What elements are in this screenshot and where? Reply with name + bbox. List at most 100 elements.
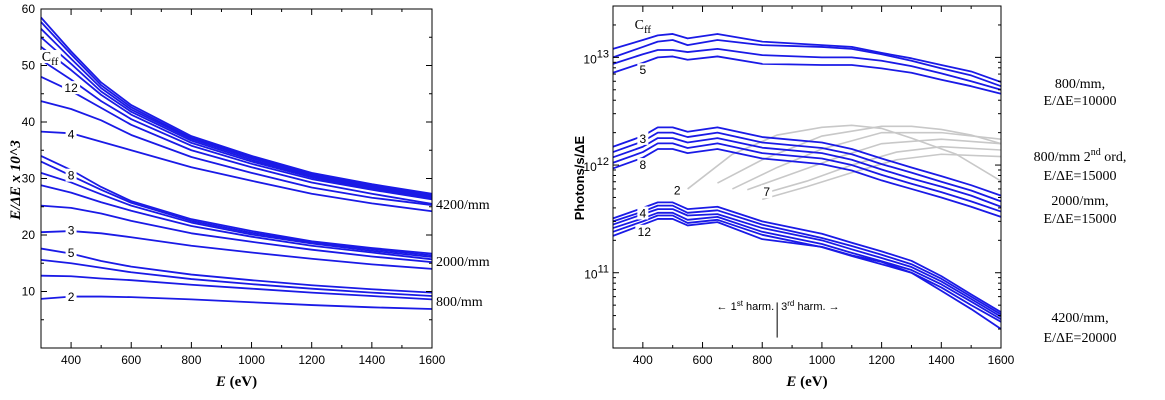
group-label-resolution: E/ΔE=20000 [1044, 331, 1117, 346]
series-line [40, 16, 433, 195]
series-line [612, 208, 1002, 318]
group-label: 800/mm, [1055, 77, 1105, 92]
x-tick-label: 400 [61, 353, 81, 367]
group-label-resolution: E/ΔE=10000 [1044, 94, 1117, 109]
x-tick-label: 1400 [928, 353, 955, 367]
series-line [40, 130, 433, 213]
plot-frame [612, 5, 1002, 349]
series-line [40, 21, 433, 196]
third-harmonic-label: 3rd harm. → [781, 299, 839, 313]
y-axis-label: Photons/s/ΔE [572, 135, 587, 220]
first-harmonic-label: ← 1st harm. [717, 299, 775, 313]
curve-label-bg [671, 183, 683, 197]
series-line [40, 28, 433, 197]
curve-label-bg [65, 223, 77, 237]
y-tick-label: 50 [22, 59, 36, 73]
x-tick-label: 1200 [868, 353, 895, 367]
series-line [40, 230, 433, 270]
group-label: 800/mm [436, 295, 483, 310]
series-line [40, 46, 433, 200]
series-group [612, 201, 1002, 330]
series-line [612, 126, 1002, 197]
series-group [40, 247, 433, 310]
series-line [612, 47, 1002, 91]
curve-label: 5 [68, 246, 75, 260]
group-label: 2000/mm, [1051, 194, 1108, 209]
y-tick-label: 1013 [583, 48, 609, 66]
x-tick-label: 1200 [298, 353, 325, 367]
x-axis-label: E (eV) [785, 374, 827, 390]
group-label: 4200/mm, [1051, 311, 1108, 326]
group-label: 800/mm 2nd ord, [1034, 147, 1127, 165]
series-group [40, 155, 433, 270]
series-line [612, 55, 1002, 95]
curve-label-bg [637, 158, 649, 172]
x-axis-label: E (eV) [215, 374, 257, 390]
second-order-line [717, 125, 1002, 184]
series-group [612, 126, 1002, 218]
series-line [612, 39, 1002, 88]
x-tick-label: 800 [752, 353, 772, 367]
y-tick-label: 40 [22, 115, 36, 129]
curve-label: 2 [674, 184, 681, 198]
curve-label: Cff [635, 18, 652, 36]
curve-label-bg [632, 17, 654, 31]
curve-label-bg [637, 206, 649, 220]
x-tick-label: 600 [693, 353, 713, 367]
series-line [40, 160, 433, 257]
series-line [612, 131, 1002, 203]
series-line [40, 184, 433, 261]
curve-label-bg [65, 246, 77, 260]
y-tick-label: 10 [22, 285, 36, 299]
group-label-resolution: E/ΔE=15000 [1044, 212, 1117, 227]
group-label-resolution: E/ΔE=15000 [1044, 169, 1117, 184]
series-line [612, 204, 1002, 316]
series-line [612, 201, 1002, 313]
series-line [40, 274, 433, 301]
series-line [40, 155, 433, 255]
curve-label-bg [637, 63, 649, 77]
curve-label: 12 [638, 225, 652, 239]
y-tick-label: 1011 [584, 264, 609, 282]
series-line [40, 75, 433, 205]
group-label: 2000/mm [436, 255, 490, 270]
y-tick-label: 30 [22, 172, 36, 186]
series-line [612, 142, 1002, 213]
curve-label: 2 [68, 290, 75, 304]
second-order-line [762, 145, 1002, 195]
series-line [40, 171, 433, 258]
series-line [40, 258, 433, 297]
second-order-line [732, 131, 1002, 190]
curve-label-bg [65, 168, 77, 182]
group-label: 4200/mm [436, 198, 490, 213]
series-line [40, 36, 433, 199]
x-tick-label: 1000 [809, 353, 836, 367]
series-line [612, 137, 1002, 208]
x-tick-label: 1600 [419, 353, 446, 367]
curve-label: 7 [763, 185, 770, 199]
curve-label-bg [39, 50, 61, 64]
curve-label: 3 [640, 132, 647, 146]
series-group [40, 16, 433, 213]
curve-label-bg [635, 224, 654, 238]
series-group [612, 33, 1002, 95]
series-line [40, 100, 433, 206]
curve-label: 8 [68, 169, 75, 183]
curve-label-bg [761, 185, 773, 199]
series-line [40, 204, 433, 264]
x-tick-label: 400 [633, 353, 653, 367]
curve-label: 12 [64, 81, 78, 95]
chart-1: 400 600 800 1000 1200 1400 1600 10 20 30 40 50 60 Cff… [22, 2, 446, 390]
series-line [40, 247, 433, 294]
curve-label-bg [65, 127, 77, 141]
series-line [40, 295, 433, 310]
curve-label: 4 [640, 206, 647, 220]
curve-label: 3 [68, 223, 75, 237]
series-line [612, 148, 1002, 218]
x-tick-label: 600 [121, 353, 141, 367]
x-tick-label: 1600 [988, 353, 1015, 367]
x-tick-label: 1000 [238, 353, 265, 367]
series-line [612, 211, 1002, 321]
curve-label-bg [62, 81, 81, 95]
